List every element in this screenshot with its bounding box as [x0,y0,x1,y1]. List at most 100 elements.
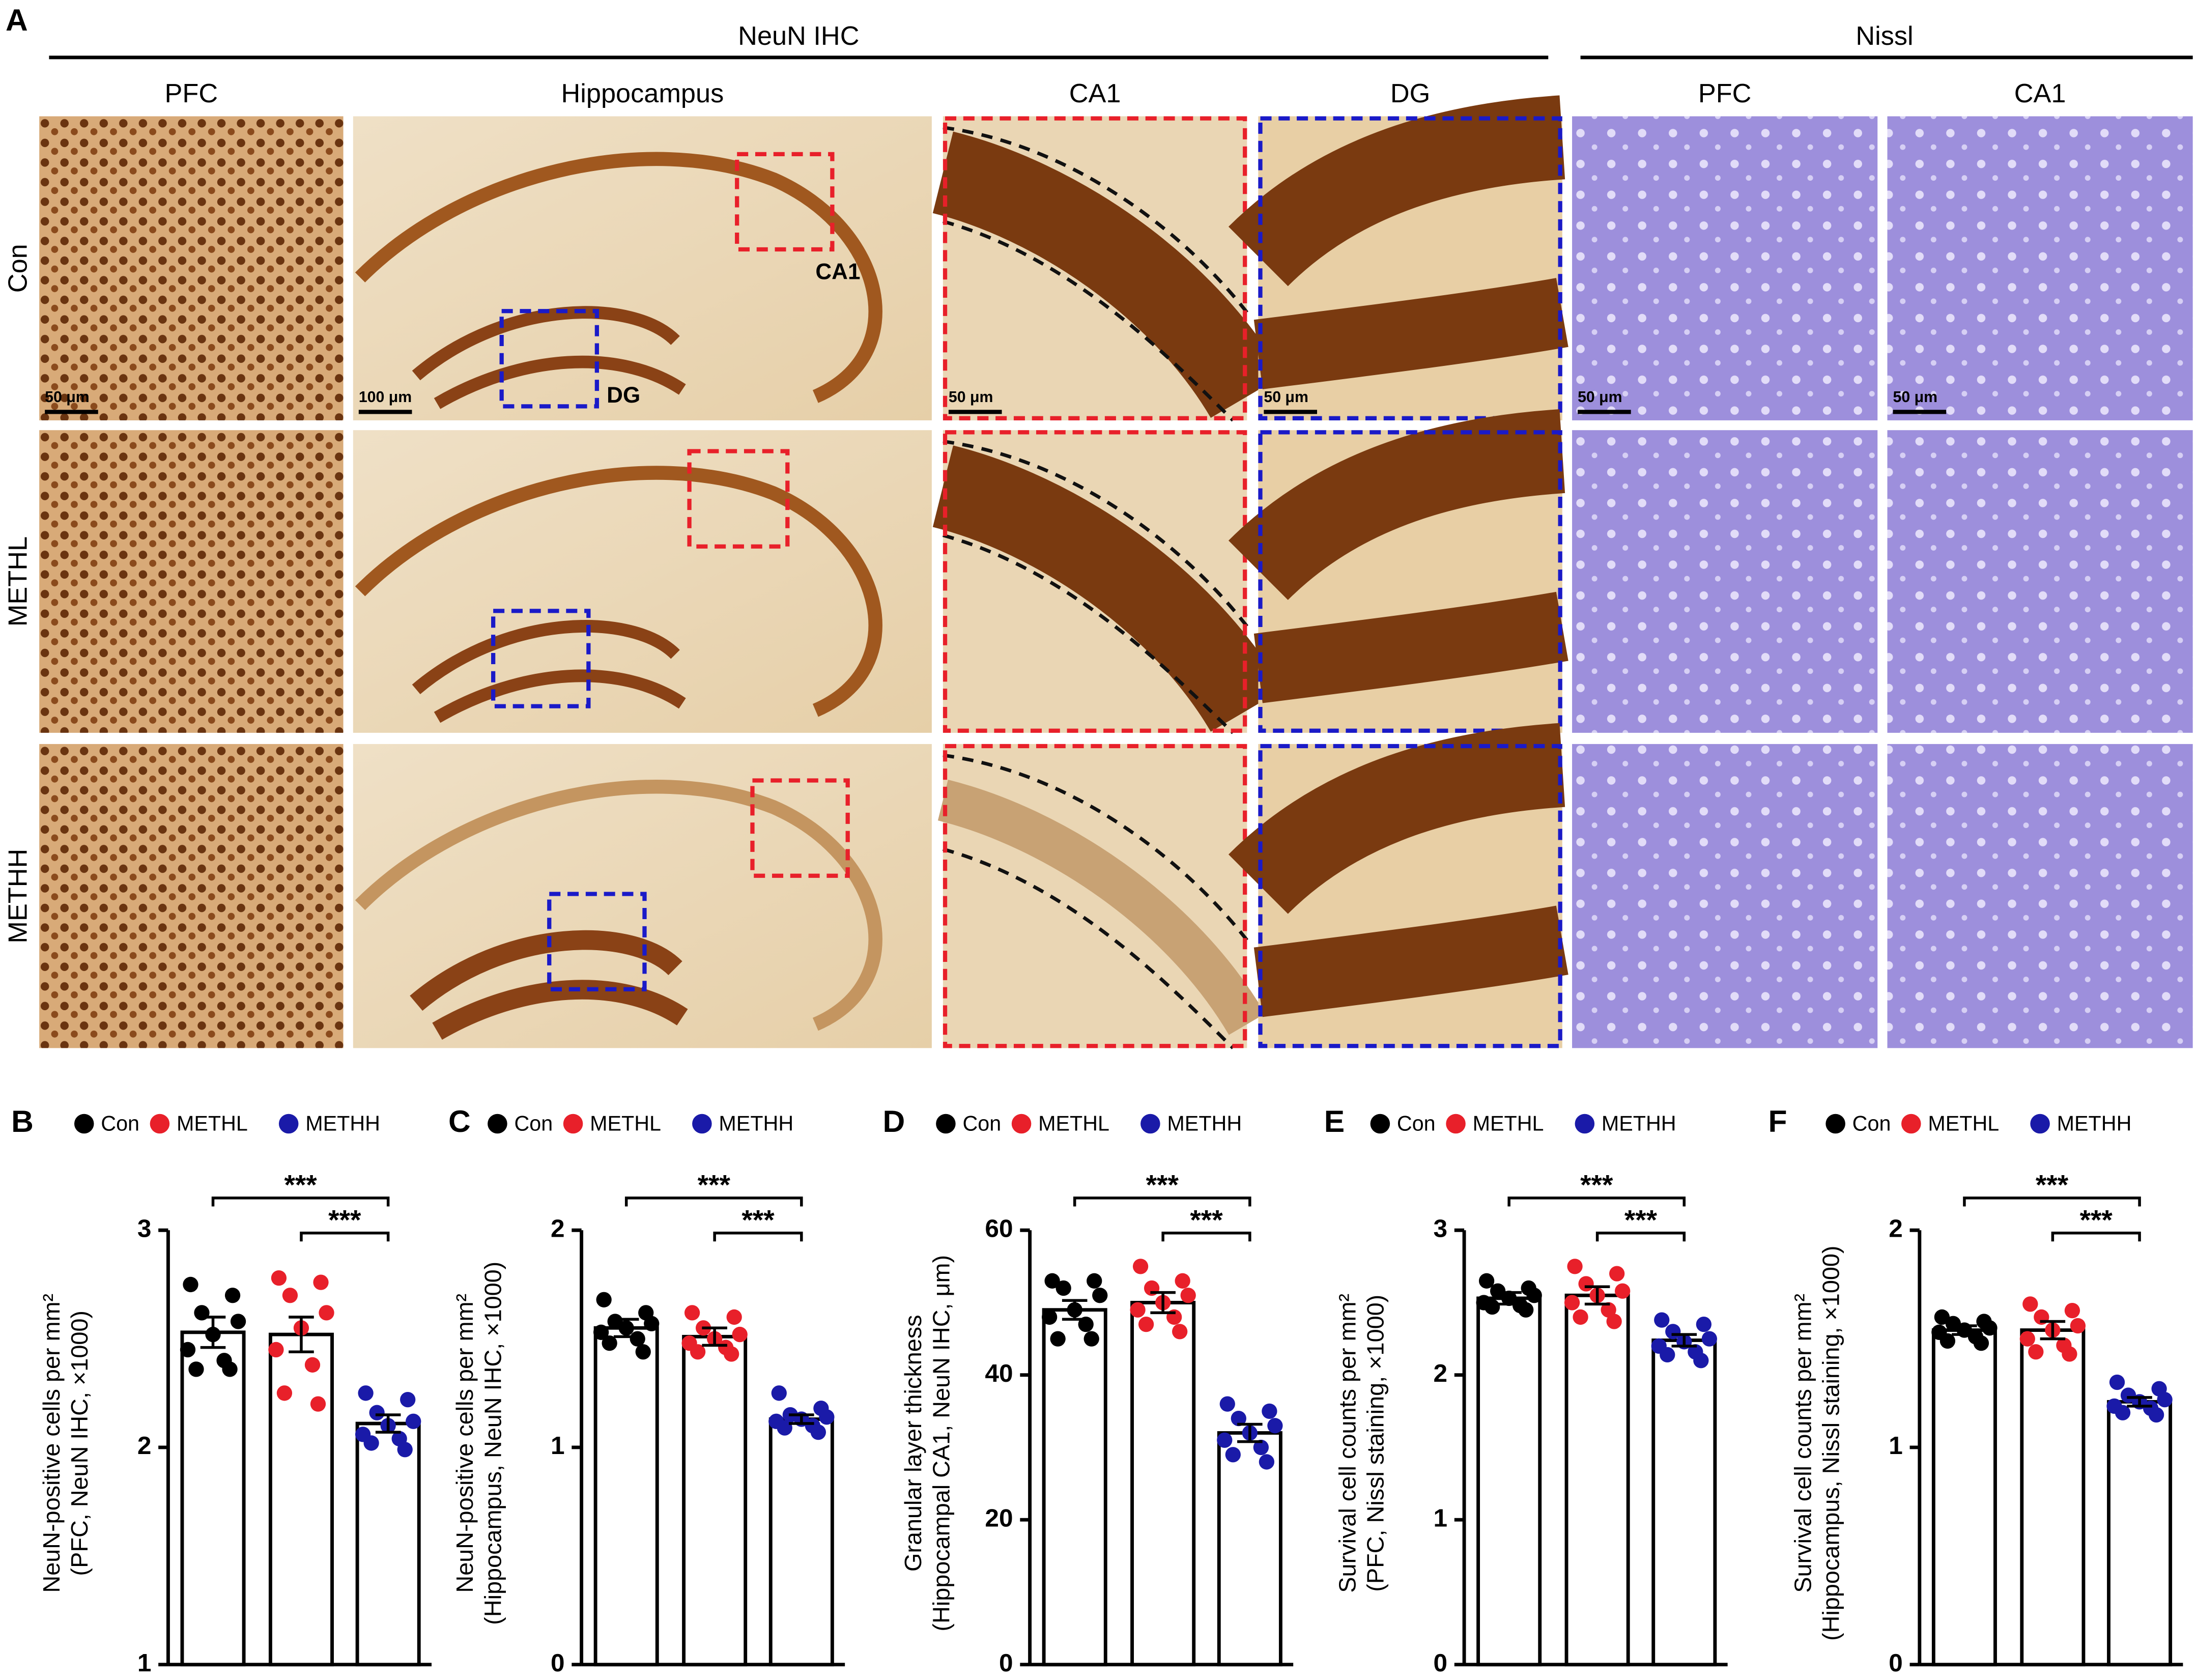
data-point [1973,1335,1989,1351]
scale-bar-label: 50 μm [1578,389,1622,406]
data-point [363,1435,379,1451]
data-point [690,1344,706,1360]
legend-label: METHL [1473,1112,1544,1135]
group-label: Nissl [1856,21,1913,51]
data-point [1130,1302,1146,1318]
data-point [180,1342,196,1358]
significance-bracket [300,1231,390,1242]
bar [682,1334,748,1667]
data-point [313,1274,329,1290]
micrograph-bg [1572,116,1878,420]
y-tick-label: 0 [999,1648,1013,1677]
data-point [1217,1432,1233,1448]
y-tick-label: 0 [1889,1648,1903,1677]
legend-label: Con [1397,1112,1436,1135]
data-point [1231,1410,1246,1427]
legend-label: METHL [1928,1112,1999,1135]
bar [355,1421,421,1667]
y-axis-label: (PFC, Nissl staining, ×1000) [1362,1295,1389,1592]
error-bar [613,1318,639,1339]
bar [2107,1400,2173,1667]
y-tick-label: 1 [1889,1431,1903,1460]
data-point [310,1396,326,1412]
frame [1258,116,1562,420]
y-axis-label: (Hippocampus, Nissl staining, ×1000) [1817,1246,1844,1641]
panel-letter: E [1324,1104,1345,1138]
data-point [2070,1318,2086,1334]
frame [943,430,1247,733]
data-point [2064,1302,2080,1319]
micrograph: 50 μm [39,116,344,420]
bar [1130,1301,1196,1667]
legend-marker [1575,1114,1595,1134]
micrograph [353,430,932,733]
boundary [942,439,1249,734]
cell-layer [355,466,882,717]
data-point [1701,1331,1718,1347]
micrograph [39,430,344,733]
bar [2020,1328,2086,1667]
bar [1651,1339,1717,1667]
legend-label: METHH [719,1112,793,1135]
data-point [819,1409,835,1425]
y-tick-label: 0 [1433,1648,1447,1677]
micrograph [937,744,1265,1049]
bar [1564,1293,1630,1667]
data-point [1253,1439,1269,1456]
error-bar [1150,1291,1176,1315]
micrograph [1228,723,1568,1048]
data-point [183,1276,198,1293]
row-label: Con [3,244,33,293]
micrograph-bg [39,430,344,733]
data-point [406,1413,421,1429]
data-point [732,1326,748,1343]
legend-marker [488,1114,507,1134]
cell-band [1253,591,1568,703]
error-bar [200,1316,226,1349]
y-axis-label: NeuN-positive cells per mm² [451,1294,478,1593]
data-point [1939,1333,1956,1349]
significance-label: *** [1624,1204,1658,1235]
legend-marker [278,1114,299,1134]
error-bar [2040,1320,2066,1341]
data-point [1225,1447,1241,1463]
error-bar [1671,1333,1697,1348]
significance-bracket [1161,1231,1251,1242]
cell-layer [355,780,882,1031]
significance-label: *** [698,1169,731,1200]
panel-letter: C [448,1104,471,1138]
error-bar [702,1326,727,1347]
data-point [1172,1324,1188,1340]
micrograph [932,430,1283,734]
data-point [1567,1259,1583,1274]
bar [268,1332,334,1667]
data-point [1982,1320,1998,1336]
data-point [1262,1403,1277,1419]
y-tick-label: 2 [137,1431,152,1460]
frame [943,744,1247,1048]
column-label: PFC [1698,79,1752,108]
data-point [1175,1273,1190,1289]
data-point [1087,1273,1102,1289]
significance-label: *** [2080,1204,2113,1235]
legend-label: Con [101,1112,139,1135]
micrograph: 50 μm [1887,116,2193,420]
error-bar [789,1413,814,1425]
y-tick-label: 0 [551,1648,565,1677]
y-axis-label: (Hippocampus, NeuN IHC, ×1000) [479,1262,506,1625]
error-bar [1062,1299,1088,1321]
legend-marker [2030,1114,2050,1134]
y-tick-label: 40 [985,1359,1013,1387]
legend-marker [1901,1114,1921,1134]
error-bar [2127,1396,2152,1408]
panel-letter: F [1768,1104,1787,1138]
data-point [607,1314,623,1329]
y-tick-label: 60 [985,1214,1013,1242]
y-tick-label: 2 [551,1214,565,1242]
data-point [1609,1266,1625,1282]
cell-band [932,131,1283,418]
dg-layer [410,930,688,1040]
significance-bracket [1963,1197,2141,1207]
